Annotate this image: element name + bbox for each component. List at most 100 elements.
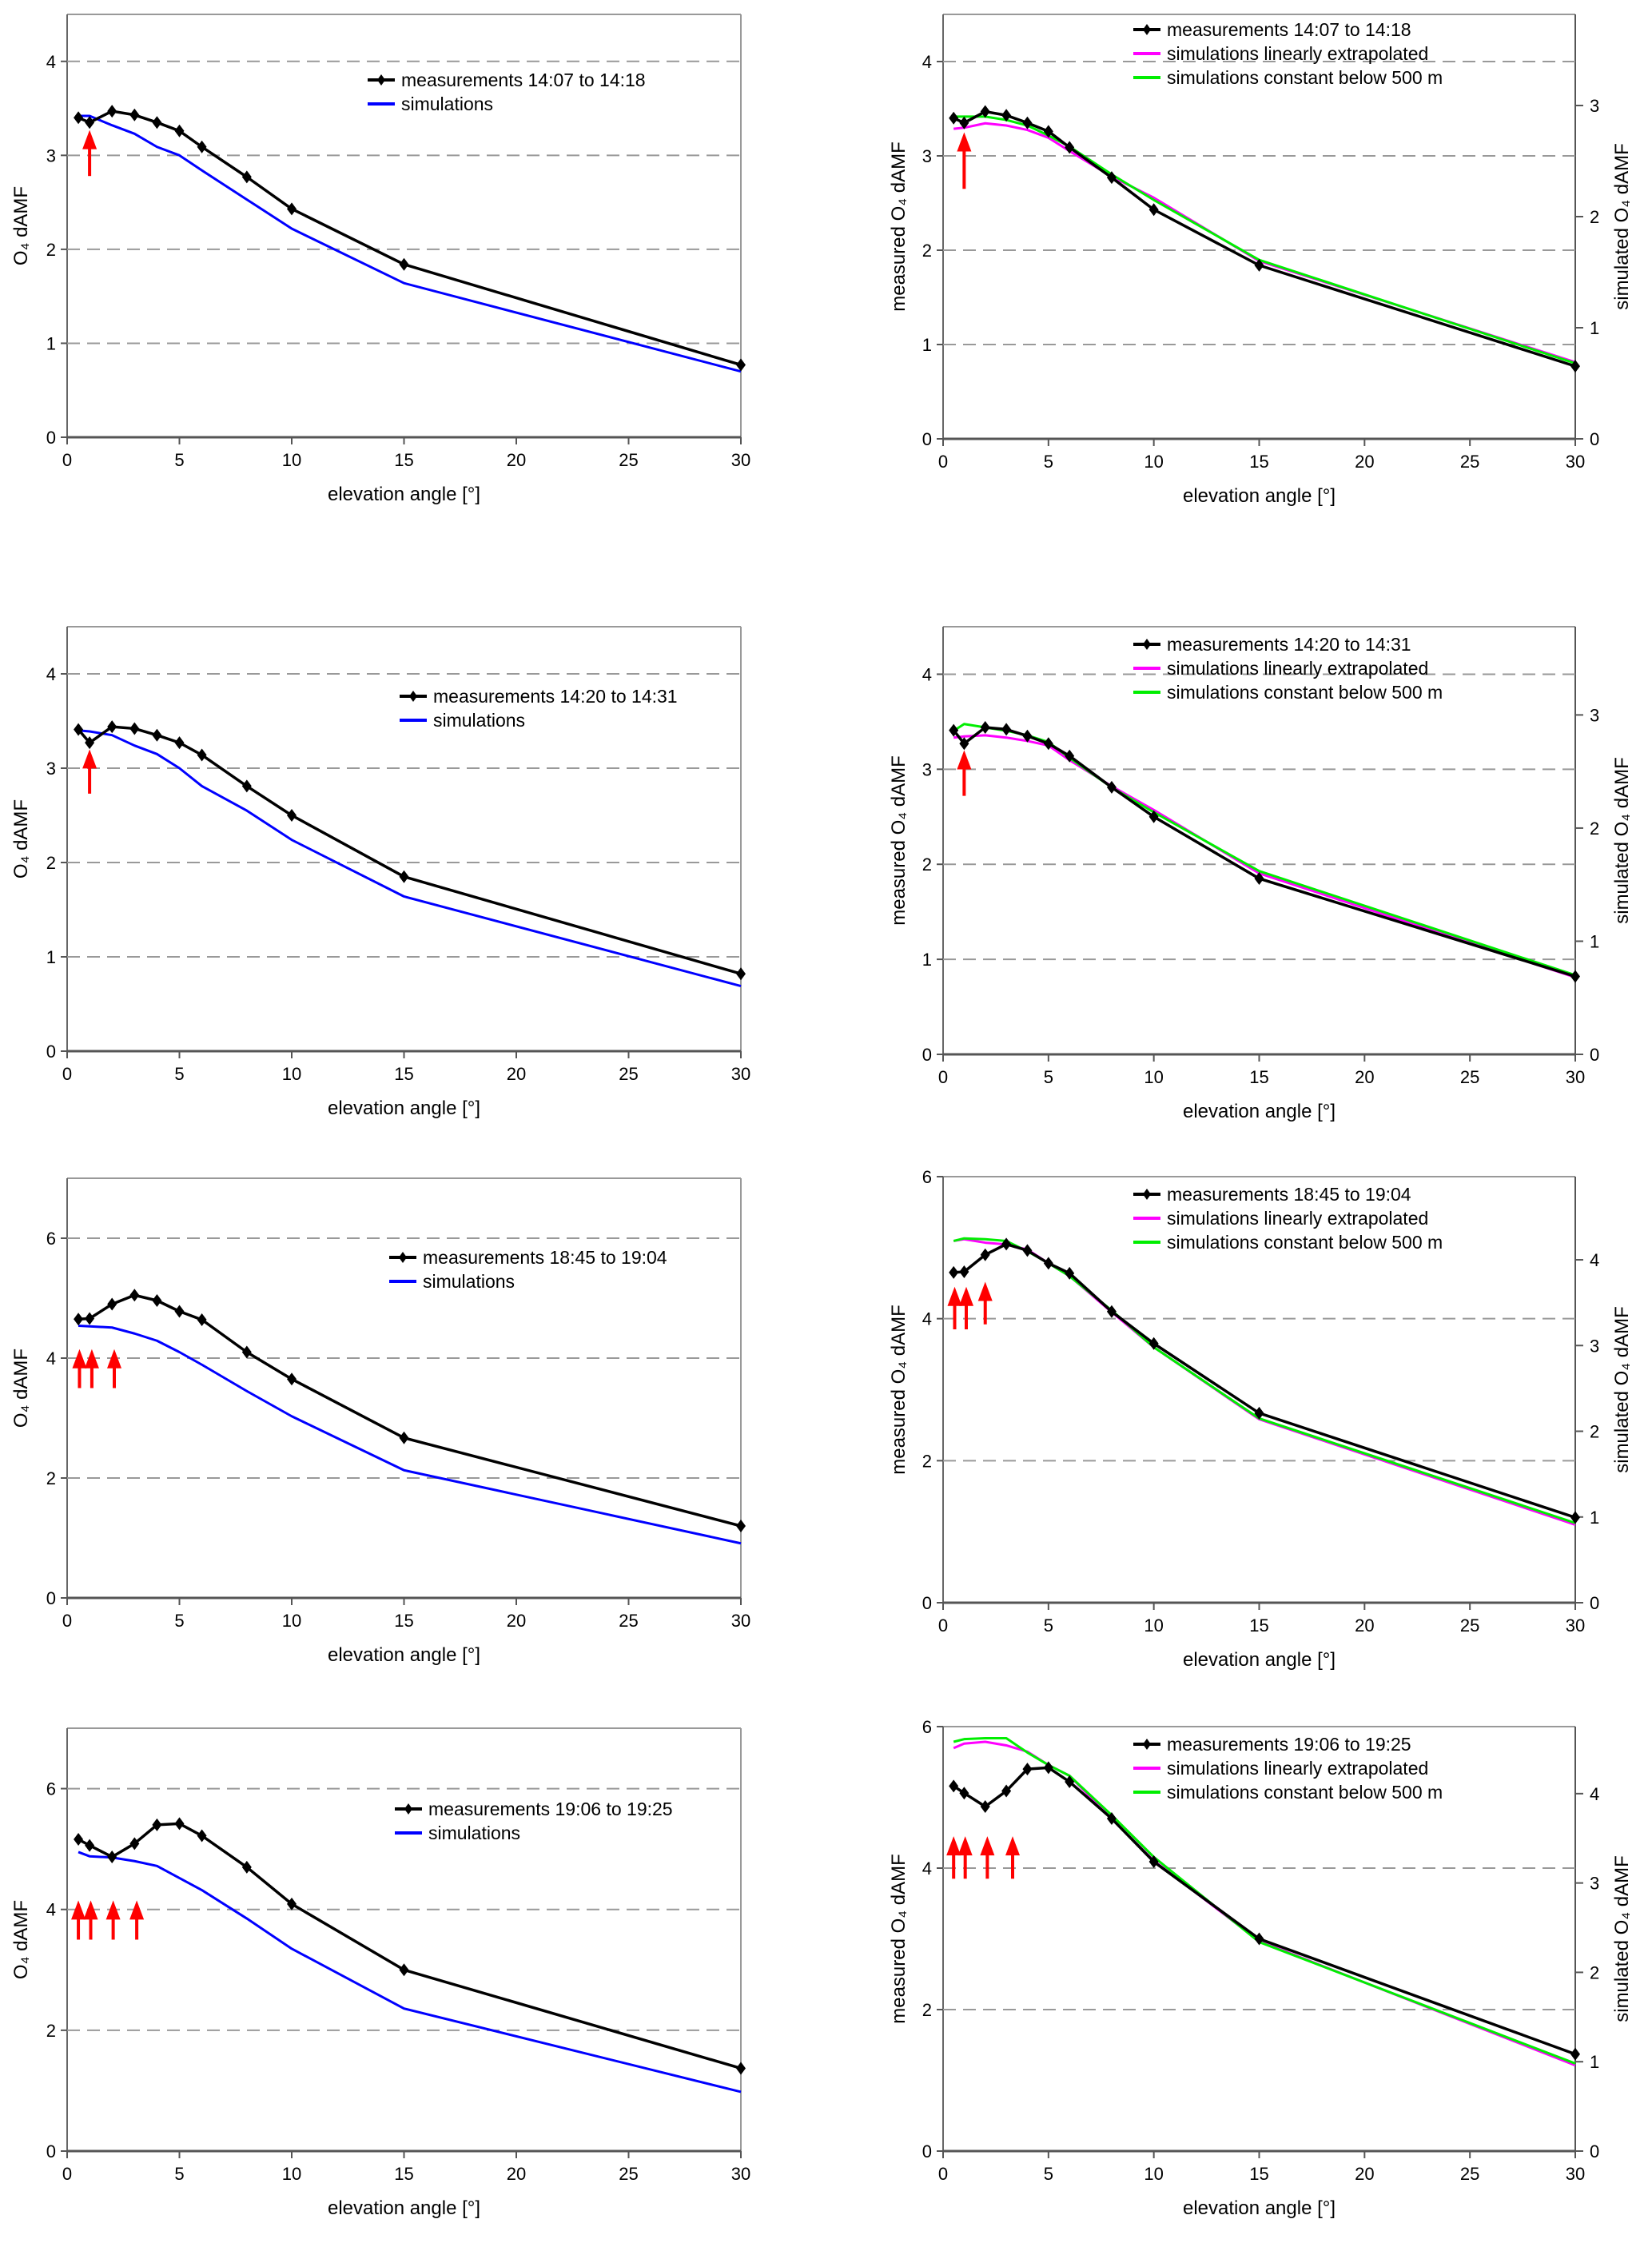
- x-tick-label: 30: [731, 1064, 750, 1084]
- y2-axis-title: simulated O₄ dAMF: [1611, 757, 1633, 924]
- data-point-marker: [1022, 116, 1033, 129]
- red-arrow-annotation: [947, 1286, 962, 1329]
- x-tick-label: 10: [1144, 1616, 1163, 1635]
- y-tick-label: 1: [46, 333, 56, 353]
- y-tick-label: 2: [922, 855, 932, 874]
- data-point-marker: [287, 1897, 297, 1910]
- series-measurements-14-20-to-14-31: [74, 720, 746, 981]
- red-arrow-annotation: [980, 1836, 995, 1879]
- x-axis-title: elevation angle [°]: [328, 1644, 480, 1666]
- red-arrow-annotation: [959, 1286, 974, 1329]
- arrow-head-icon: [977, 1281, 993, 1301]
- data-point-marker: [1106, 780, 1117, 794]
- x-axis-title: elevation angle [°]: [328, 484, 480, 505]
- arrow-head-icon: [1005, 1836, 1021, 1856]
- series-measurements-19-06-to-19-25: [949, 1761, 1580, 2061]
- arrow-head-icon: [105, 1900, 121, 1920]
- red-arrow-annotation: [1005, 1836, 1021, 1879]
- y-axis-title: O₄ dAMF: [10, 186, 32, 265]
- legend: measurements 19:06 to 19:25 simulations l…: [1133, 1734, 1443, 1803]
- x-tick-label: 25: [1460, 2164, 1479, 2184]
- data-point-marker: [85, 1312, 95, 1325]
- red-arrow-annotation: [946, 1836, 961, 1879]
- arrow-head-icon: [957, 1836, 973, 1856]
- y-axis-title: O₄ dAMF: [10, 1349, 32, 1428]
- data-point-marker: [1254, 1932, 1264, 1946]
- series-measurements-14-07-to-14-18: [74, 105, 746, 372]
- series-line: [77, 725, 742, 975]
- data-point-marker: [287, 809, 297, 822]
- arrow-head-icon: [83, 1900, 98, 1920]
- series-line: [953, 1237, 1576, 1524]
- data-point-marker: [1106, 1812, 1117, 1826]
- legend-label: measurements 18:45 to 19:04: [423, 1247, 667, 1268]
- series-simulations: [78, 114, 742, 373]
- data-point-marker: [241, 1860, 252, 1874]
- y-axis-title: measured O₄ dAMF: [888, 1854, 910, 2024]
- data-point-marker: [74, 1313, 84, 1326]
- x-tick-label: 15: [1249, 2164, 1268, 2184]
- legend: measurements 14:07 to 14:18 simulations l…: [1133, 19, 1443, 88]
- x-tick-label: 20: [507, 2164, 526, 2184]
- y-tick-label: 2: [46, 853, 56, 873]
- x-tick-label: 20: [507, 1064, 526, 1084]
- series-line: [953, 1237, 1576, 1526]
- data-point-marker: [1570, 360, 1580, 373]
- data-point-marker: [959, 737, 969, 751]
- x-tick-label: 5: [174, 450, 184, 470]
- x-tick-label: 30: [1566, 1616, 1585, 1635]
- y-tick-label: 0: [922, 2141, 932, 2161]
- legend-marker-icon: [409, 691, 417, 702]
- y2-tick-label: 2: [1590, 819, 1599, 839]
- series-line: [78, 110, 742, 367]
- data-point-marker: [1148, 1337, 1159, 1350]
- red-arrow-annotation: [83, 1900, 98, 1940]
- y-tick-label: 3: [46, 145, 56, 165]
- red-arrow-annotation: [82, 749, 98, 794]
- legend-marker-icon: [404, 1803, 412, 1815]
- series-simulations: [78, 1325, 742, 1545]
- y2-tick-label: 3: [1590, 705, 1599, 725]
- legend-label: simulations constant below 500 m: [1167, 1782, 1443, 1803]
- series-measurements-14-20-to-14-31: [949, 721, 1580, 983]
- x-tick-label: 5: [174, 1611, 184, 1631]
- series-line: [952, 726, 1576, 978]
- data-point-marker: [287, 202, 297, 216]
- legend-marker-icon: [377, 74, 385, 86]
- series-line: [78, 1822, 742, 2070]
- series-simulations-linearly-extrapolated: [953, 1237, 1576, 1526]
- y-tick-label: 0: [46, 1042, 56, 1062]
- y-axis-title: measured O₄ dAMF: [888, 1305, 910, 1475]
- x-tick-label: 10: [282, 450, 301, 470]
- data-point-marker: [197, 1313, 207, 1326]
- y2-tick-label: 1: [1590, 1508, 1599, 1528]
- y2-axis-title: simulated O₄ dAMF: [1611, 143, 1633, 310]
- data-point-marker: [980, 1248, 990, 1261]
- legend: measurements 14:20 to 14:31 simulations: [400, 686, 678, 731]
- x-tick-label: 20: [507, 450, 526, 470]
- x-tick-label: 0: [938, 1616, 948, 1635]
- legend-label: simulations: [428, 1823, 520, 1843]
- red-arrow-annotation: [957, 132, 972, 189]
- series-line: [953, 1766, 1576, 2056]
- arrow-head-icon: [107, 1349, 122, 1369]
- data-point-marker: [736, 1520, 746, 1532]
- x-tick-label: 15: [394, 1064, 413, 1084]
- series-simulations: [78, 729, 742, 988]
- series-line: [78, 1325, 742, 1545]
- arrow-head-icon: [72, 1349, 87, 1369]
- x-tick-label: 20: [507, 1611, 526, 1631]
- legend-label: simulations linearly extrapolated: [1167, 1758, 1428, 1779]
- series-line: [953, 1242, 1576, 1520]
- chart-6: 0 2 4 6 0 1 2 3 4 simulated O₄ dAMF 0 5 10 15 20 25 30 el…: [888, 1167, 1633, 1671]
- data-point-marker: [1254, 258, 1264, 272]
- data-point-marker: [1043, 1761, 1053, 1775]
- series-line: [953, 723, 1576, 977]
- red-arrow-annotation: [957, 1836, 973, 1879]
- y2-tick-label: 3: [1590, 96, 1599, 116]
- y-tick-label: 4: [922, 664, 932, 684]
- data-point-marker: [949, 1265, 959, 1279]
- x-tick-label: 10: [282, 2164, 301, 2184]
- red-arrow-annotation: [107, 1349, 122, 1388]
